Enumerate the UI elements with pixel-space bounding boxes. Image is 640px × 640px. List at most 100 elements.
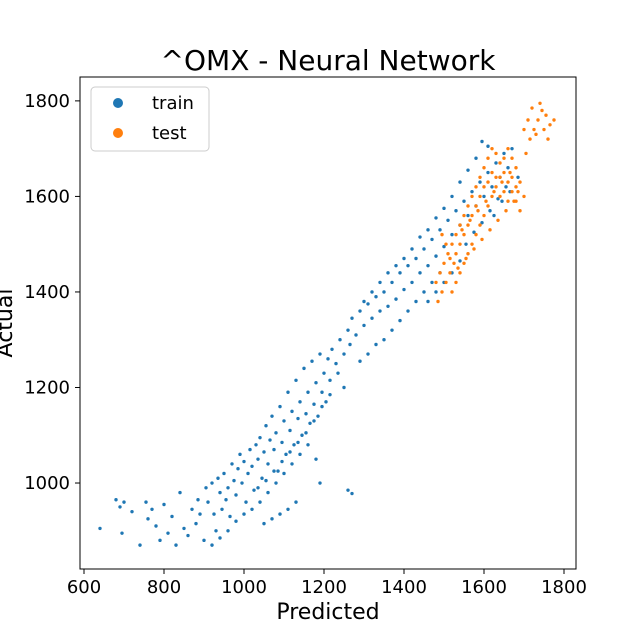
legend: train test (90, 86, 210, 152)
point-train-115 (442, 244, 446, 249)
point-train-60 (278, 404, 282, 409)
point-test-9 (470, 194, 474, 199)
point-train-175 (320, 404, 324, 409)
point-test-80 (506, 199, 510, 203)
point-train-85 (328, 378, 332, 383)
point-test-13 (486, 156, 490, 160)
point-test-54 (472, 247, 476, 251)
point-test-87 (466, 223, 470, 227)
point-train-66 (290, 409, 294, 414)
point-train-102 (390, 280, 394, 285)
point-train-101 (386, 304, 390, 308)
point-train-41 (240, 481, 244, 485)
point-train-55 (268, 438, 272, 442)
point-train-92 (350, 316, 354, 320)
point-train-65 (288, 428, 292, 433)
point-train-145 (394, 263, 398, 268)
point-train-9 (150, 507, 154, 511)
point-train-27 (212, 512, 216, 516)
point-train-147 (378, 280, 382, 285)
point-test-27 (502, 156, 506, 160)
point-train-116 (446, 218, 450, 222)
point-test-52 (488, 228, 492, 232)
point-test-5 (454, 232, 458, 237)
point-train-59 (276, 469, 280, 473)
point-test-30 (490, 194, 494, 199)
point-test-0 (434, 280, 438, 285)
point-test-7 (462, 213, 466, 218)
point-train-68 (294, 378, 298, 383)
y-tick-label-1800: 1800 (24, 91, 70, 112)
point-train-197 (374, 342, 378, 347)
point-train-188 (458, 259, 462, 263)
point-train-201 (500, 199, 504, 203)
point-test-3 (446, 252, 450, 256)
point-train-6 (138, 543, 142, 547)
point-test-45 (492, 189, 496, 194)
point-train-146 (386, 271, 390, 275)
point-test-19 (510, 189, 514, 194)
point-test-23 (518, 180, 522, 184)
point-train-64 (286, 390, 290, 394)
point-train-150 (346, 488, 350, 492)
point-test-58 (444, 242, 448, 246)
point-train-163 (234, 519, 238, 523)
point-test-64 (540, 108, 544, 113)
point-train-89 (342, 352, 346, 356)
point-train-125 (482, 194, 486, 199)
point-train-77 (312, 402, 316, 406)
point-test-94 (440, 290, 444, 294)
point-test-31 (486, 204, 490, 208)
point-train-94 (358, 309, 362, 313)
point-test-53 (480, 237, 484, 242)
point-train-144 (402, 256, 406, 261)
point-train-62 (282, 419, 286, 423)
point-train-159 (266, 490, 270, 495)
point-test-90 (454, 252, 458, 256)
point-train-137 (458, 180, 462, 184)
point-train-178 (296, 440, 300, 445)
point-train-52 (262, 450, 266, 454)
point-test-67 (552, 118, 556, 122)
point-test-35 (470, 242, 474, 246)
plot-area (79, 76, 577, 570)
point-test-70 (526, 118, 530, 122)
point-test-17 (502, 170, 506, 175)
point-train-152 (318, 481, 322, 485)
point-train-112 (430, 237, 434, 242)
point-test-57 (448, 256, 452, 261)
point-train-96 (366, 302, 370, 306)
point-train-31 (220, 507, 224, 511)
point-train-179 (288, 450, 292, 454)
point-test-29 (494, 185, 498, 189)
point-test-16 (498, 161, 502, 165)
point-train-185 (434, 290, 438, 294)
point-train-194 (398, 318, 402, 323)
point-test-61 (528, 137, 532, 141)
point-train-39 (236, 466, 240, 471)
point-train-153 (314, 457, 318, 461)
chart-title: ^OMX - Neural Network (161, 44, 497, 77)
point-train-196 (382, 338, 386, 342)
point-test-79 (502, 189, 506, 194)
point-train-80 (318, 352, 322, 356)
point-train-103 (394, 297, 398, 301)
point-train-95 (362, 323, 366, 328)
x-tick-label-1000: 1000 (221, 577, 267, 598)
point-test-65 (544, 113, 548, 117)
point-test-55 (464, 256, 468, 261)
y-tick-label-1400: 1400 (24, 282, 70, 303)
point-train-141 (426, 228, 430, 232)
point-train-122 (470, 189, 474, 194)
point-train-23 (202, 538, 206, 543)
point-train-172 (342, 385, 346, 390)
point-test-69 (530, 106, 534, 110)
point-train-162 (242, 512, 246, 516)
point-train-143 (410, 247, 414, 251)
point-test-86 (470, 213, 474, 218)
point-test-36 (466, 252, 470, 256)
point-train-69 (296, 416, 300, 421)
point-test-91 (452, 261, 456, 265)
point-train-149 (362, 299, 366, 304)
point-train-173 (336, 371, 340, 375)
